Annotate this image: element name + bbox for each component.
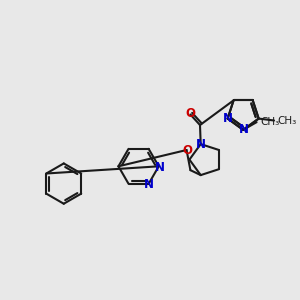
Text: N: N <box>196 138 206 151</box>
Text: CH₃: CH₃ <box>260 117 280 127</box>
Text: N: N <box>155 161 165 174</box>
Text: N: N <box>239 123 249 136</box>
Text: CH₃: CH₃ <box>278 116 297 125</box>
Text: N: N <box>223 112 233 125</box>
Text: O: O <box>182 143 193 157</box>
Text: O: O <box>185 107 195 120</box>
Text: N: N <box>144 178 154 191</box>
